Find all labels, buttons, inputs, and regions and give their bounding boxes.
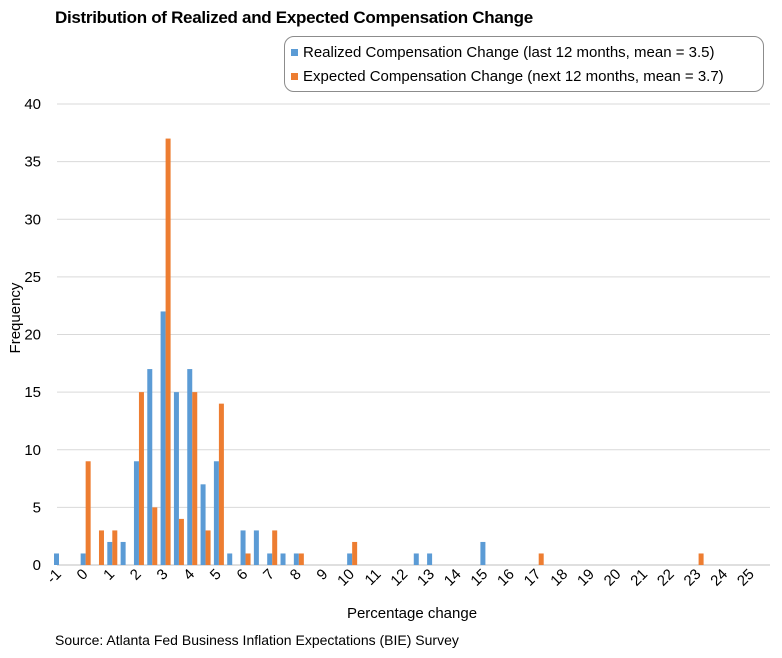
y-axis-label: Frequency: [7, 282, 24, 353]
bar-expected: [112, 530, 118, 565]
x-tick-label: 8: [287, 566, 305, 584]
bar-realized: [293, 553, 299, 565]
y-tick-label: 20: [24, 327, 41, 344]
legend-item-expected: Expected Compensation Change (next 12 mo…: [291, 68, 724, 85]
chart-title: Distribution of Realized and Expected Co…: [55, 8, 533, 27]
bar-realized: [173, 392, 179, 565]
bar-realized: [280, 553, 286, 565]
bar-realized: [227, 553, 233, 565]
legend-swatch-expected: [291, 73, 298, 80]
bar-realized: [187, 369, 193, 565]
bar-realized: [427, 553, 433, 565]
bar-expected: [205, 530, 211, 565]
x-tick-label: 18: [547, 566, 571, 590]
x-tick-label: 12: [387, 566, 411, 590]
x-tick-label: 21: [627, 566, 651, 590]
bar-expected: [698, 553, 704, 565]
bar-expected: [272, 530, 278, 565]
y-tick-label: 5: [33, 499, 41, 516]
x-tick-label: 23: [681, 566, 705, 590]
bar-realized: [480, 541, 486, 565]
x-tick-label: 20: [601, 566, 625, 590]
x-tick-label: 9: [313, 566, 331, 584]
bar-realized: [347, 553, 353, 565]
bar-expected: [192, 392, 198, 565]
bar-realized: [253, 530, 259, 565]
x-tick-label: 13: [414, 566, 438, 590]
bar-realized: [120, 541, 126, 565]
bar-realized: [200, 484, 206, 565]
bar-expected: [538, 553, 544, 565]
bar-expected: [352, 541, 358, 565]
x-tick-label: 15: [467, 566, 491, 590]
bar-expected: [178, 518, 184, 565]
y-tick-label: 40: [24, 96, 41, 113]
bar-realized: [240, 530, 246, 565]
x-tick-label: 5: [207, 566, 225, 584]
x-tick-label: 16: [494, 566, 518, 590]
y-tick-label: 10: [24, 442, 41, 459]
y-tick-label: 30: [24, 211, 41, 228]
bar-expected: [98, 530, 104, 565]
x-tick-label: -1: [43, 566, 64, 587]
bar-realized: [413, 553, 419, 565]
y-tick-label: 35: [24, 154, 41, 171]
bar-realized: [267, 553, 273, 565]
x-tick-label: 22: [654, 566, 678, 590]
x-tick-label: 1: [100, 566, 118, 584]
bar-realized: [160, 311, 166, 565]
y-tick-label: 15: [24, 384, 41, 401]
source-note: Source: Atlanta Fed Business Inflation E…: [55, 632, 459, 648]
bar-realized: [80, 553, 86, 565]
bar-realized: [107, 541, 113, 565]
bar-expected: [298, 553, 304, 565]
bar-expected: [245, 553, 251, 565]
bar-expected: [85, 461, 91, 565]
x-tick-label: 10: [334, 566, 358, 590]
x-tick-label: 19: [574, 566, 598, 590]
bar-realized: [133, 461, 139, 565]
bar-realized: [213, 461, 219, 565]
x-tick-label: 2: [127, 566, 145, 584]
x-tick-label: 3: [154, 566, 172, 584]
bar-realized: [54, 553, 59, 565]
x-axis-label: Percentage change: [347, 605, 477, 622]
x-tick-label: 14: [441, 566, 465, 590]
x-tick-label: 24: [707, 566, 731, 590]
y-tick-label: 25: [24, 269, 41, 286]
x-tick-label: 7: [260, 566, 278, 584]
x-tick-label: 6: [233, 566, 251, 584]
bar-expected: [165, 138, 171, 565]
x-tick-label: 0: [74, 566, 92, 584]
x-tick-label: 25: [734, 566, 758, 590]
legend-label-realized: Realized Compensation Change (last 12 mo…: [303, 44, 715, 61]
legend-swatch-realized: [291, 49, 298, 56]
legend-item-realized: Realized Compensation Change (last 12 mo…: [291, 44, 714, 61]
x-tick-label: 11: [362, 566, 385, 589]
legend-label-expected: Expected Compensation Change (next 12 mo…: [303, 68, 724, 85]
y-tick-label: 0: [33, 557, 41, 574]
x-tick-label: 17: [521, 566, 545, 590]
bar-expected: [218, 403, 224, 565]
bar-expected: [152, 507, 158, 565]
bar-realized: [147, 369, 153, 565]
chart-legend: Realized Compensation Change (last 12 mo…: [284, 36, 764, 92]
bar-expected: [138, 392, 144, 565]
x-tick-label: 4: [180, 566, 198, 584]
